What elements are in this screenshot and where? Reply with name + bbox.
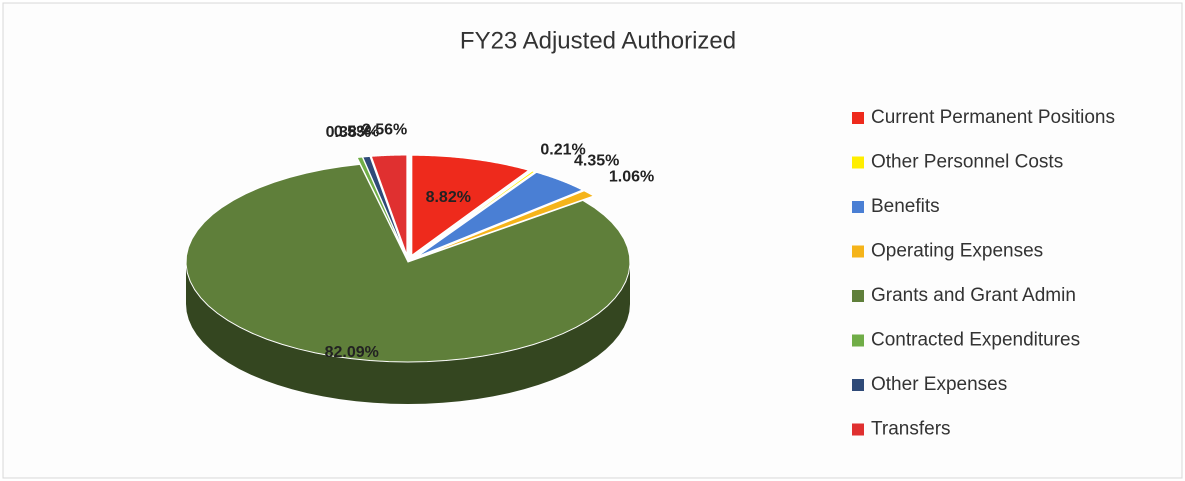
legend-swatch	[852, 245, 864, 258]
legend-swatch	[852, 379, 864, 391]
data-label: 1.06%	[609, 169, 654, 186]
legend-label: Other Expenses	[871, 374, 1007, 395]
legend-swatch	[852, 156, 864, 169]
pie-slice	[361, 155, 406, 256]
pie-slice	[416, 171, 584, 258]
data-label: 8.82%	[426, 189, 471, 206]
pie-labels: 8.82% 0.21%4.35%1.06% 82.09% 0.38%0.53%2.56…	[325, 122, 655, 361]
legend-label: Other Personnel Costs	[871, 152, 1063, 173]
legend-label: Benefits	[871, 196, 940, 217]
data-label: 0.21%	[540, 141, 585, 158]
data-label: 82.09%	[325, 344, 379, 361]
pie-slice	[411, 154, 530, 257]
data-label: 4.35%	[574, 153, 619, 170]
pie-slice	[185, 163, 631, 363]
legend-swatch	[852, 334, 864, 347]
data-label: 0.38%	[326, 124, 371, 141]
legend-label: Transfers	[871, 419, 951, 440]
legend-swatch	[852, 201, 864, 213]
pie-tops	[185, 154, 631, 363]
pie-slice	[356, 156, 406, 256]
pie-slice-side	[186, 262, 630, 404]
chart-title: FY23 Adjusted Authorized	[460, 27, 736, 54]
pie-walls	[186, 262, 630, 404]
pie-slice	[370, 154, 408, 256]
pie-slice	[415, 170, 536, 257]
legend-swatch	[852, 290, 864, 302]
pie-slice	[418, 190, 595, 258]
legend-swatch	[852, 112, 864, 124]
legend-label: Contracted Expenditures	[871, 330, 1080, 351]
data-label: 2.56%	[362, 122, 407, 139]
legend-swatch	[852, 423, 864, 436]
legend-label: Operating Expenses	[871, 241, 1043, 262]
legend-label: Current Permanent Positions	[871, 107, 1115, 128]
data-label: 0.53%	[334, 123, 379, 140]
legend-label: Grants and Grant Admin	[871, 285, 1076, 306]
